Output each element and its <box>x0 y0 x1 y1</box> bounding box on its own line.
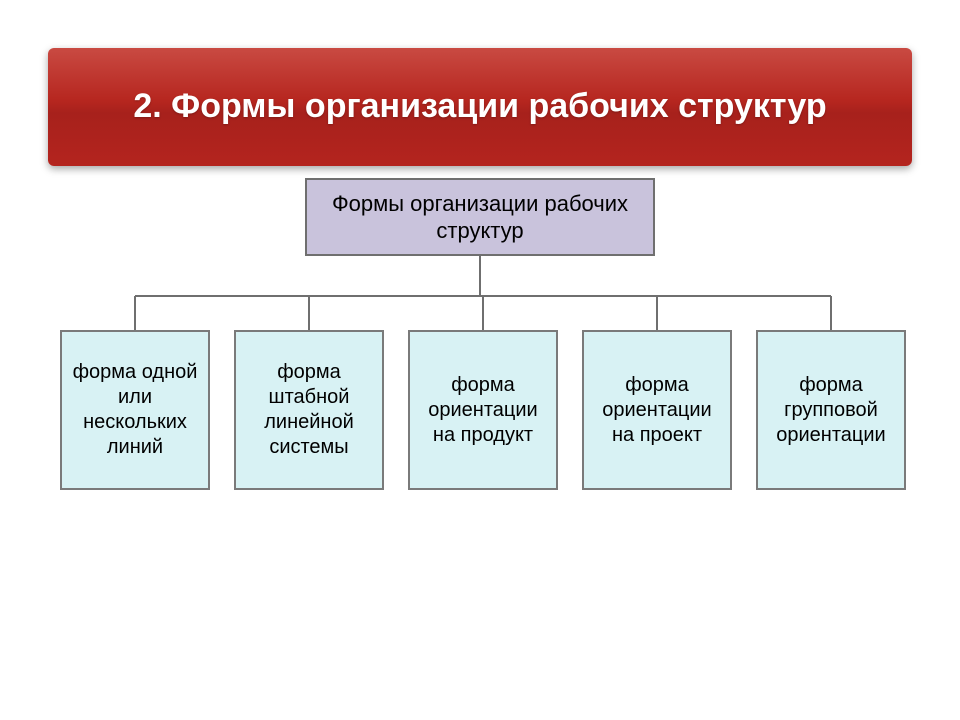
org-chart-child-node: форма штабной линейной системы <box>234 330 384 490</box>
org-chart-child-node: форма ориентации на продукт <box>408 330 558 490</box>
org-chart-root-node: Формы организации рабочих структур <box>305 178 655 256</box>
org-chart-child-node: форма одной или нескольких линий <box>60 330 210 490</box>
title-band: 2. Формы организации рабочих структур <box>48 48 912 166</box>
org-chart-child-node: форма групповой ориентации <box>756 330 906 490</box>
org-chart: Формы организации рабочих структур форма… <box>0 168 960 548</box>
org-chart-child-node: форма ориентации на проект <box>582 330 732 490</box>
slide-title: 2. Формы организации рабочих структур <box>133 87 826 126</box>
slide: 2. Формы организации рабочих структур Фо… <box>0 0 960 720</box>
